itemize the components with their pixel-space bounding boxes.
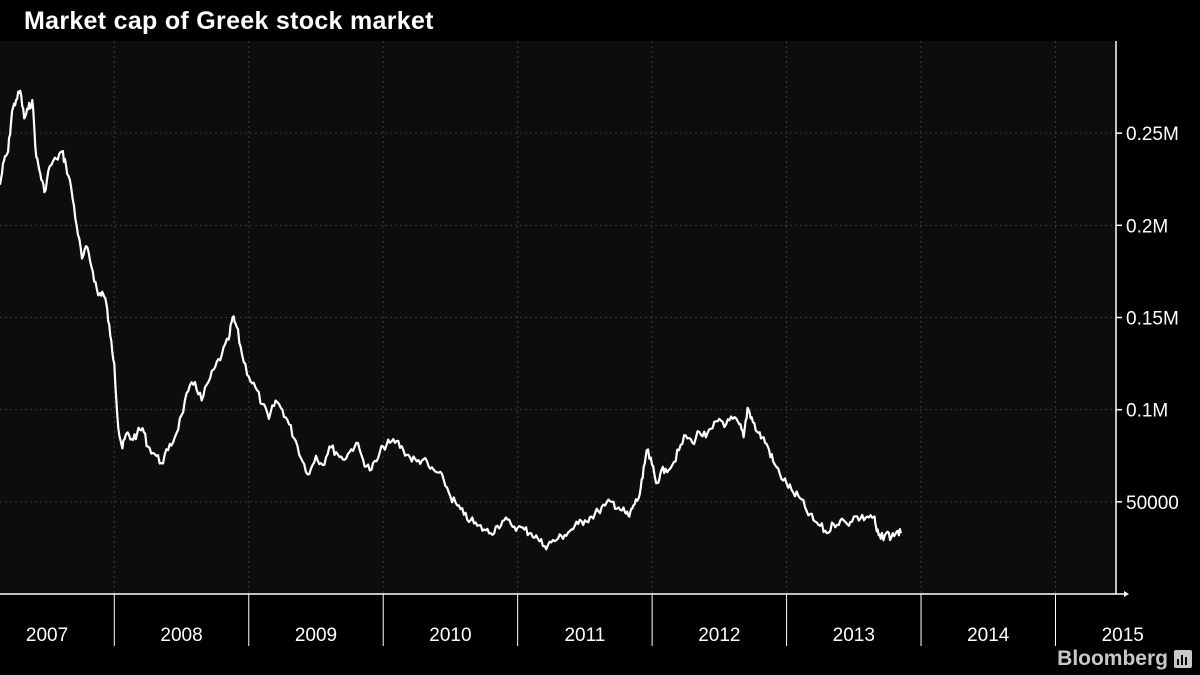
x-tick-label: 2008 [160,625,202,646]
x-axis-arrow [1124,591,1129,597]
brand-logo: Bloomberg [1057,647,1192,671]
plot-background [0,41,1116,594]
x-tick-label: 2011 [564,625,605,646]
y-tick-labels: 50000 0.1M 0.15M 0.2M 0.25M [1126,124,1179,514]
chart-title: Market cap of Greek stock market [24,7,434,35]
x-tick-label: 2015 [1102,625,1144,646]
y-tick-label: 0.2M [1126,216,1168,237]
x-tick-label: 2010 [429,625,471,646]
y-tick-label: 0.25M [1126,124,1179,145]
series-line [0,89,902,551]
x-tick-label: 2013 [833,625,875,646]
y-tick-label: 0.1M [1126,401,1168,422]
x-tick-label: 2009 [295,625,337,646]
grid-lines [0,41,1116,594]
x-tick-labels: 2007 2008 2009 2010 2011 2012 2013 2014 2015 [26,625,1144,646]
bloomberg-icon [1174,650,1192,668]
y-tick-label: 0.15M [1126,309,1179,330]
x-tick-label: 2012 [698,625,740,646]
axes [0,41,1129,646]
x-tick-label: 2007 [26,625,68,646]
x-tick-label: 2014 [967,625,1010,646]
y-tick-label: 50000 [1126,493,1179,514]
brand-name: Bloomberg [1057,647,1168,670]
